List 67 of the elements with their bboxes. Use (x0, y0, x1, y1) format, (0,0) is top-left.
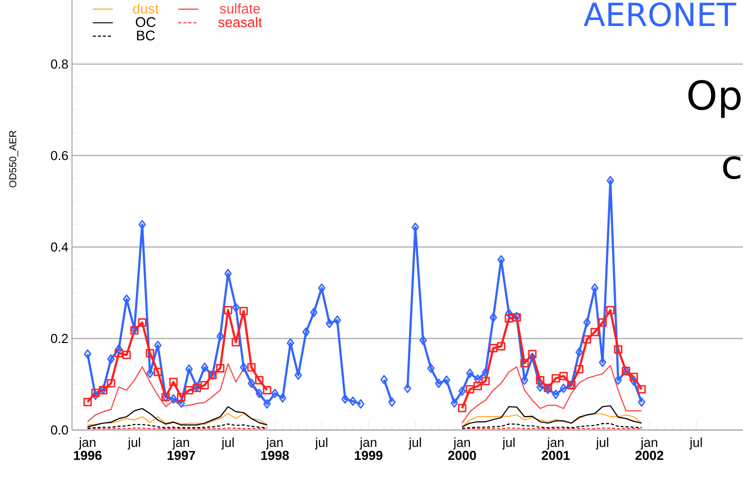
x-tick-label: jan 1998 (261, 438, 289, 460)
x-tick-label: jan 1999 (354, 438, 382, 460)
x-tick-label: jul (502, 438, 515, 450)
point (637, 385, 646, 394)
point (598, 318, 607, 327)
point (520, 359, 529, 368)
point (138, 318, 146, 327)
y-axis-title: OD550_AER (9, 130, 18, 188)
point (559, 372, 568, 380)
point (590, 328, 599, 336)
point (106, 379, 116, 388)
x-tick-label: jul (408, 438, 421, 450)
annotation: c (723, 156, 740, 180)
point (496, 342, 506, 350)
legend-label: sulfate (220, 3, 260, 14)
x-tick-label: jul (221, 438, 234, 450)
x-tick-label: jul (314, 438, 328, 450)
point (262, 386, 272, 394)
point (122, 350, 131, 360)
point (91, 388, 100, 398)
legend-label: dust (133, 3, 159, 14)
legend-label: OC (136, 17, 156, 28)
point (255, 376, 264, 384)
point (466, 385, 474, 394)
legend-label: BC (137, 30, 155, 40)
y-tick-label: 0.6 (50, 150, 68, 160)
point (489, 344, 498, 352)
point (474, 382, 482, 390)
y-tick-label: 0.8 (50, 59, 68, 69)
y-tick-label: 0.0 (50, 425, 68, 435)
legend-label: seasalt (218, 16, 262, 28)
point (574, 364, 584, 374)
point (481, 376, 490, 386)
point (114, 348, 124, 358)
point (184, 386, 194, 394)
point (146, 348, 154, 358)
point (614, 345, 622, 354)
point (83, 398, 92, 406)
x-tick-label: jan 1997 (168, 438, 196, 460)
point (582, 335, 592, 344)
x-tick-label: jan 1996 (74, 438, 102, 460)
point (154, 368, 162, 376)
point (200, 380, 209, 390)
x-tick-label: jan 2002 (635, 438, 664, 460)
x-tick-label: jul (128, 438, 140, 450)
point (247, 363, 256, 372)
point (630, 372, 638, 382)
x-tick-label: jan 2001 (542, 438, 570, 460)
point (552, 374, 560, 383)
x-tick-label: jul (596, 438, 608, 450)
point (239, 306, 248, 316)
point (232, 338, 240, 346)
point (169, 378, 178, 386)
y-tick-label: 0.4 (50, 242, 68, 252)
point (528, 350, 537, 358)
point (536, 376, 544, 384)
y-tick-label: 0.2 (50, 334, 68, 344)
x-tick-label: jan 2000 (448, 438, 476, 460)
point (177, 392, 186, 402)
point (224, 306, 232, 314)
annotation: Op (688, 80, 741, 118)
text: AERONET (584, 2, 736, 26)
x-tick-label: jul (689, 438, 702, 450)
point (606, 306, 615, 314)
point (216, 364, 224, 372)
point (458, 404, 466, 412)
point (504, 314, 514, 323)
